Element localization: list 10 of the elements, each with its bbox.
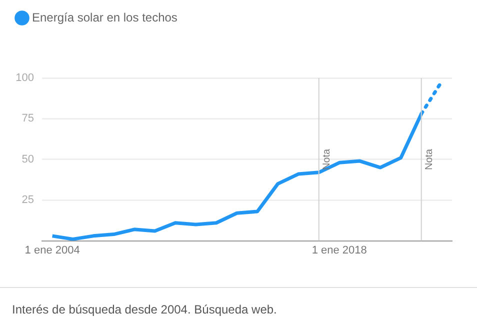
y-tick-label: 75 (22, 112, 34, 125)
y-tick-label: 25 (22, 194, 34, 206)
y-tick-label: 50 (22, 153, 34, 166)
ref-line-label: Nota (424, 148, 436, 170)
ref-line-label: Nota (322, 148, 333, 170)
legend-label: Energía solar en los techos (32, 10, 178, 24)
text: Interés de búsqueda desde 2004. Búsqueda web. (12, 302, 277, 316)
x-tick-label: 1 ene 2004 (24, 244, 80, 256)
x-tick-label: 1 ene 2018 (312, 244, 367, 256)
y-tick-label: 100 (16, 72, 34, 84)
